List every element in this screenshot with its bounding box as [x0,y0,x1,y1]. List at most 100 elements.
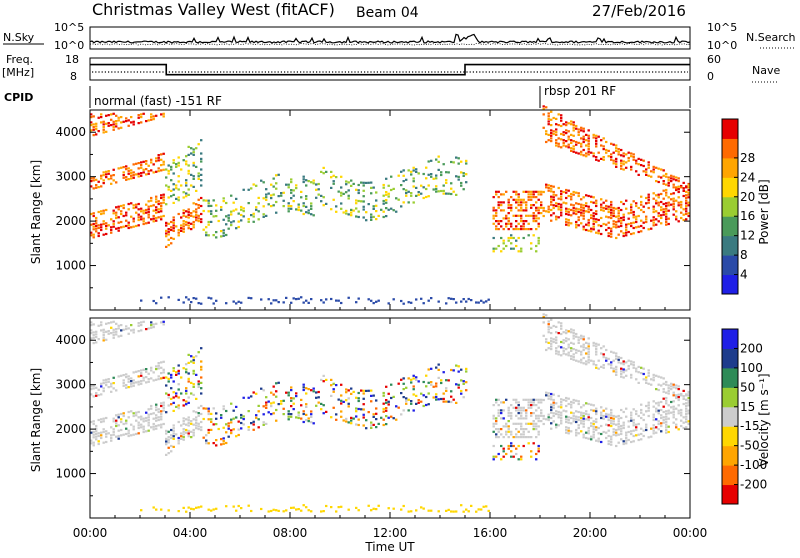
data-cell [270,183,273,186]
data-cell [417,193,420,196]
data-cell [495,433,498,436]
data-cell [155,378,158,381]
data-cell [270,302,273,305]
data-cell [295,416,298,419]
nsearch-tick-bottom: 10^0 [707,39,737,52]
data-cell [582,436,585,439]
data-cell [160,366,163,369]
data-cell [412,185,415,188]
data-cell [510,404,513,407]
data-cell [292,408,295,411]
data-cell [152,412,155,415]
data-cell [412,393,415,396]
data-cell [517,250,520,253]
data-cell [645,168,648,171]
data-cell [355,215,358,218]
data-cell [177,369,180,372]
data-cell [397,382,400,385]
data-cell [637,157,640,160]
data-cell [412,388,415,391]
data-cell [507,217,510,220]
data-cell [122,422,125,426]
data-cell [557,410,560,414]
colorbar-segment [722,329,738,349]
data-cell [577,424,580,427]
data-cell [545,186,548,189]
data-cell [632,361,635,364]
data-cell [590,424,593,428]
data-cell [552,420,555,423]
data-cell [450,368,453,372]
data-cell [182,230,185,233]
data-cell [182,436,185,439]
data-cell [542,313,545,316]
data-cell [420,400,423,403]
data-cell [137,410,140,414]
data-cell [277,301,280,304]
data-cell [110,231,113,234]
data-cell [227,427,230,430]
data-cell [525,228,528,231]
data-cell [97,442,100,446]
data-cell [362,205,365,208]
data-cell [100,324,103,327]
data-cell [132,379,135,382]
data-cell [375,426,378,429]
data-cell [405,402,408,405]
data-cell [357,397,360,400]
data-cell [262,197,265,200]
data-cell [535,409,538,412]
data-cell [115,120,118,123]
data-cell [550,422,553,425]
data-cell [360,389,363,392]
data-cell [575,335,578,338]
data-cell [537,212,540,215]
data-cell [575,415,578,418]
data-cell [677,177,680,180]
data-cell [317,182,320,186]
data-cell [627,151,630,154]
data-cell [287,418,290,421]
data-cell [332,182,335,185]
power-heatmap [90,105,690,305]
data-cell [115,114,118,117]
data-cell [515,206,518,209]
data-cell [542,105,545,108]
data-cell [622,363,625,366]
data-cell [102,387,105,390]
data-cell [172,193,175,196]
data-cell [92,123,95,126]
data-cell [522,198,525,201]
data-cell [357,297,360,300]
data-cell [445,171,448,174]
data-cell [595,156,598,159]
data-cell [115,424,118,428]
data-cell [120,220,123,224]
data-cell [222,426,225,429]
data-cell [160,158,163,161]
data-cell [502,239,505,242]
data-cell [582,414,585,418]
data-cell [185,179,188,182]
data-cell [535,250,538,253]
data-cell [520,425,523,428]
data-cell [625,207,628,210]
data-cell [560,195,563,198]
data-cell [187,353,190,356]
data-cell [592,225,595,228]
noise-series-line [89,33,691,44]
data-cell [95,430,98,433]
data-cell [557,197,560,200]
data-cell [682,397,685,400]
data-cell [620,224,623,228]
data-cell [530,406,533,409]
data-cell [192,148,195,151]
data-cell [565,132,568,135]
data-cell [667,430,670,434]
data-cell [192,431,195,434]
data-cell [185,400,188,403]
data-cell [535,206,538,209]
data-cell [537,222,540,225]
data-cell [497,204,500,207]
